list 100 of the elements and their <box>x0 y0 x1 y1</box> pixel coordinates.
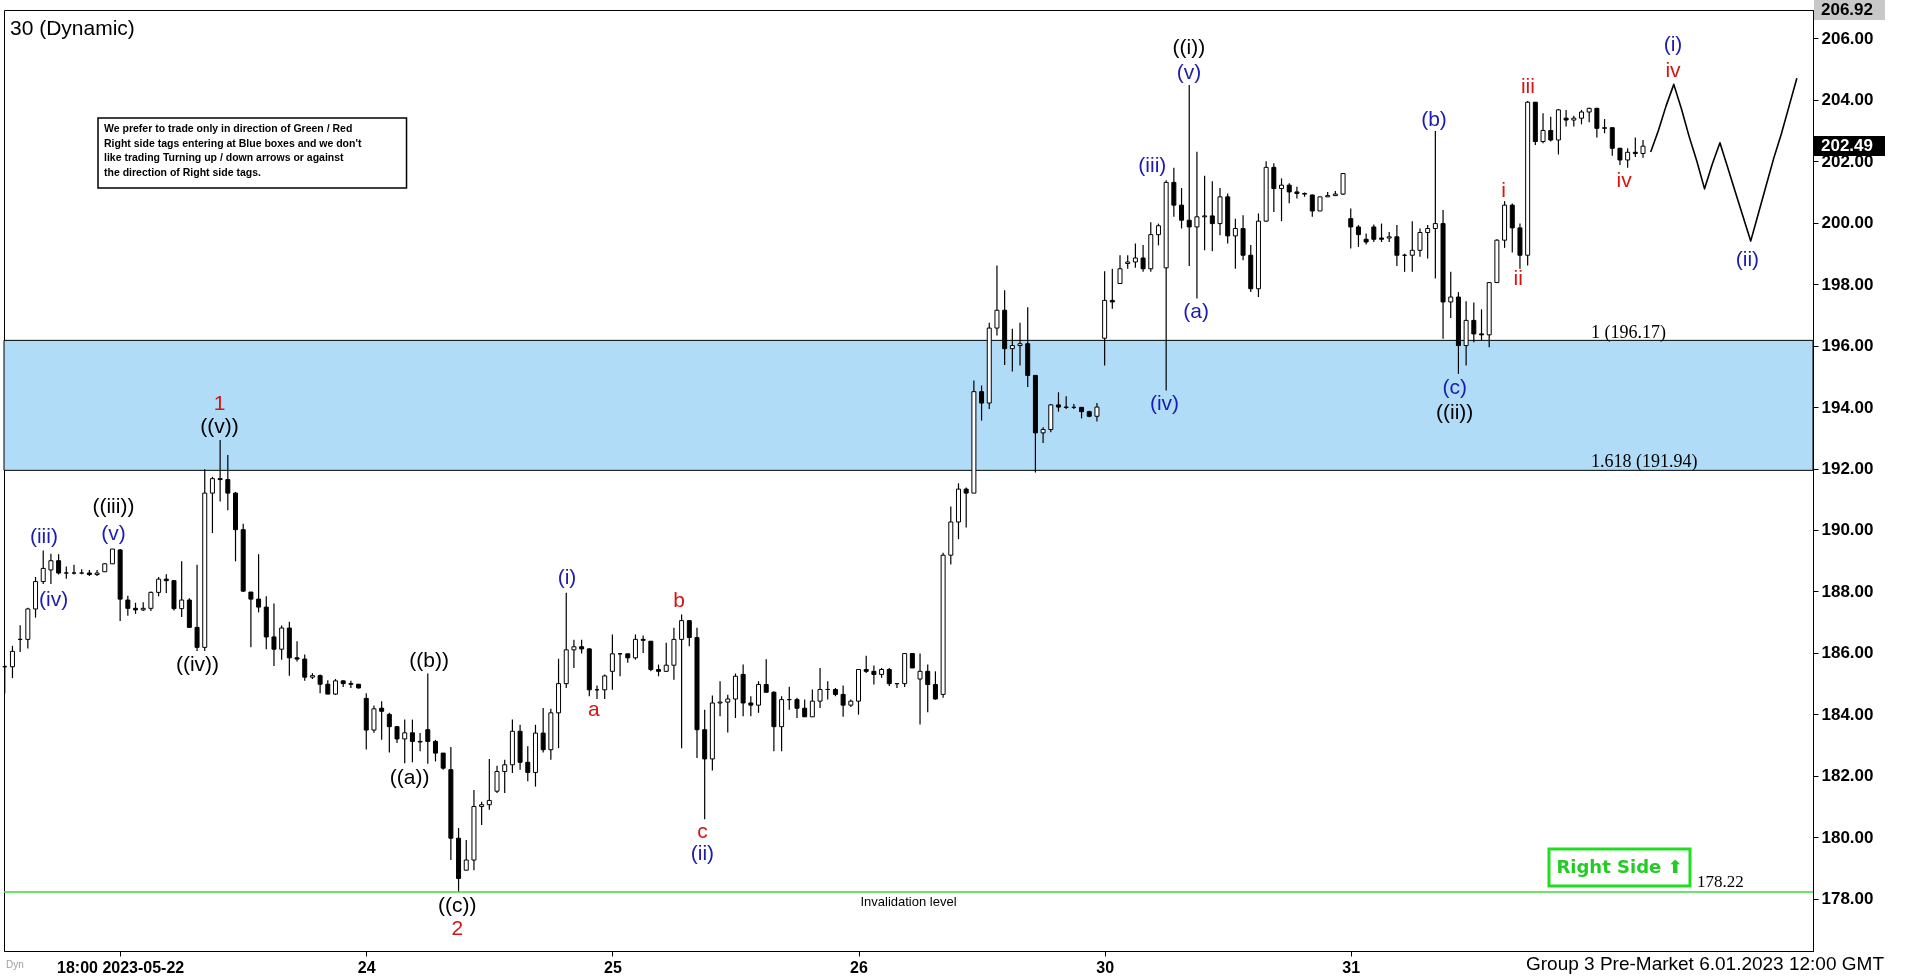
text: 206.92 <box>1821 0 1873 19</box>
candlestick <box>1432 130 1438 280</box>
y-tick-label: 178.00 <box>1821 889 1874 909</box>
candlestick <box>1379 222 1385 243</box>
y-tick-label: 192.00 <box>1821 459 1874 479</box>
candlestick <box>1202 175 1208 251</box>
annotation: (i) <box>1663 32 1683 56</box>
candlestick <box>386 712 392 754</box>
candlestick <box>809 688 815 718</box>
candlestick <box>1055 391 1061 413</box>
y-tick-label: 198.00 <box>1821 274 1874 294</box>
x-tick-label: 18:00 2023-05-22 <box>57 958 185 976</box>
candlestick <box>409 718 415 763</box>
candlestick <box>1509 203 1515 254</box>
candlestick <box>756 680 762 714</box>
candlestick <box>1040 426 1046 444</box>
candlestick <box>371 704 377 734</box>
chart-title: 30 (Dynamic) <box>10 16 135 39</box>
y-tick-label: 194.00 <box>1821 397 1874 417</box>
annotation: (b) <box>1421 106 1447 130</box>
candlestick <box>125 595 131 617</box>
candlestick <box>925 663 931 713</box>
candlestick <box>571 639 577 669</box>
candlestick <box>1279 177 1285 222</box>
annotation: (iv) <box>39 587 69 610</box>
candlestick <box>502 759 508 794</box>
candlestick <box>717 680 723 717</box>
annotation: (ii) <box>1735 246 1760 270</box>
annotation: 1.618 (191.94) <box>1591 451 1698 473</box>
y-tick-label: 206.00 <box>1821 28 1874 48</box>
candlestick <box>794 697 800 719</box>
candlestick <box>763 658 769 694</box>
candlestick <box>1409 220 1415 273</box>
candlestick <box>432 739 438 762</box>
candlestick <box>148 590 154 612</box>
candlestick <box>379 700 385 741</box>
candlestick <box>1540 112 1546 144</box>
candlestick <box>486 758 492 811</box>
annotation: (i) <box>557 565 577 588</box>
candlestick <box>179 560 185 618</box>
candlestick <box>871 664 877 686</box>
candlestick <box>1194 151 1200 300</box>
candlestick <box>1209 180 1215 252</box>
x-tick-label: 26 <box>850 958 869 976</box>
candlestick <box>732 672 738 719</box>
y-tick-label: 200.00 <box>1821 213 1874 233</box>
candlestick <box>917 652 923 726</box>
text: Group 3 Pre-Market 6.01.2023 12:00 GMT <box>1525 953 1885 974</box>
candlestick <box>963 486 969 529</box>
candlestick <box>632 633 638 661</box>
x-tick-label: 31 <box>1342 958 1361 976</box>
candlestick <box>1363 232 1369 246</box>
annotation: (iv) <box>1149 390 1180 414</box>
y-tick-label: 186.00 <box>1821 643 1874 663</box>
candlestick <box>886 667 892 687</box>
annotation: 1 <box>213 390 226 414</box>
candlestick <box>1094 402 1100 423</box>
candlestick <box>317 673 323 694</box>
candlestick <box>402 718 408 764</box>
candlestick <box>40 549 46 585</box>
candlestick <box>494 765 500 794</box>
annotation: (a) <box>1183 299 1210 323</box>
candlestick <box>1448 271 1454 319</box>
y-tick-label: 182.00 <box>1821 766 1874 786</box>
x-tick-label: 25 <box>603 958 622 976</box>
candlestick <box>156 576 162 597</box>
y-tick-label: 190.00 <box>1821 520 1874 540</box>
annotation: ((iv)) <box>175 651 220 675</box>
candlestick <box>1394 224 1400 267</box>
annotation: We prefer to trade only in direction of Green / Red Right side tags entering at Blue boxes and we don't like trading Turning up / down arrows or against the direction of Right side tags. <box>104 122 362 178</box>
candlestick <box>48 553 54 585</box>
candlestick <box>1355 224 1361 248</box>
candlestick <box>9 645 15 679</box>
annotation: (c) <box>1442 374 1467 398</box>
y-tick-label: 180.00 <box>1821 827 1874 847</box>
candlestick <box>609 633 615 691</box>
candlestick <box>640 634 646 654</box>
candlestick <box>71 564 77 576</box>
candlestick <box>686 620 692 647</box>
annotation: iv <box>1665 57 1682 81</box>
candlestick <box>1271 162 1277 213</box>
annotation: ((v)) <box>200 413 239 437</box>
candlestick <box>1179 187 1185 230</box>
candlestick <box>1294 186 1300 199</box>
candlestick <box>279 624 285 661</box>
annotation: iv <box>1616 167 1633 191</box>
candlestick <box>209 476 215 534</box>
annotation: c <box>697 818 708 842</box>
candlestick <box>348 680 354 689</box>
candlestick <box>994 264 1000 337</box>
candlestick <box>979 384 985 422</box>
candlestick <box>1309 193 1315 218</box>
candlestick <box>679 613 685 749</box>
y-tick-label: 204.00 <box>1821 90 1874 110</box>
candlestick <box>271 602 277 667</box>
candlestick <box>1132 242 1138 269</box>
candlestick <box>194 564 200 652</box>
annotation: ((iii)) <box>92 494 135 518</box>
candlestick <box>1417 227 1423 258</box>
annotation: ii <box>1513 266 1523 290</box>
